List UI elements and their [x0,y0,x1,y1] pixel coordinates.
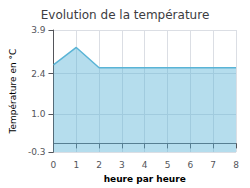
svg-text:3.9: 3.9 [31,25,46,35]
svg-text:Température en °C: Température en °C [8,49,18,135]
svg-text:0: 0 [51,160,57,170]
svg-text:3: 3 [119,160,125,170]
svg-text:7: 7 [210,160,216,170]
svg-text:1: 1 [73,160,79,170]
svg-text:6: 6 [187,160,193,170]
svg-text:4: 4 [142,160,148,170]
svg-text:1.0: 1.0 [31,109,46,119]
svg-text:Evolution de la température: Evolution de la température [41,8,210,22]
svg-text:2: 2 [96,160,102,170]
svg-text:5: 5 [165,160,171,170]
svg-text:heure par heure: heure par heure [104,174,186,184]
svg-text:2.4: 2.4 [31,69,46,79]
svg-text:-0.3: -0.3 [28,147,46,157]
svg-text:8: 8 [233,160,239,170]
